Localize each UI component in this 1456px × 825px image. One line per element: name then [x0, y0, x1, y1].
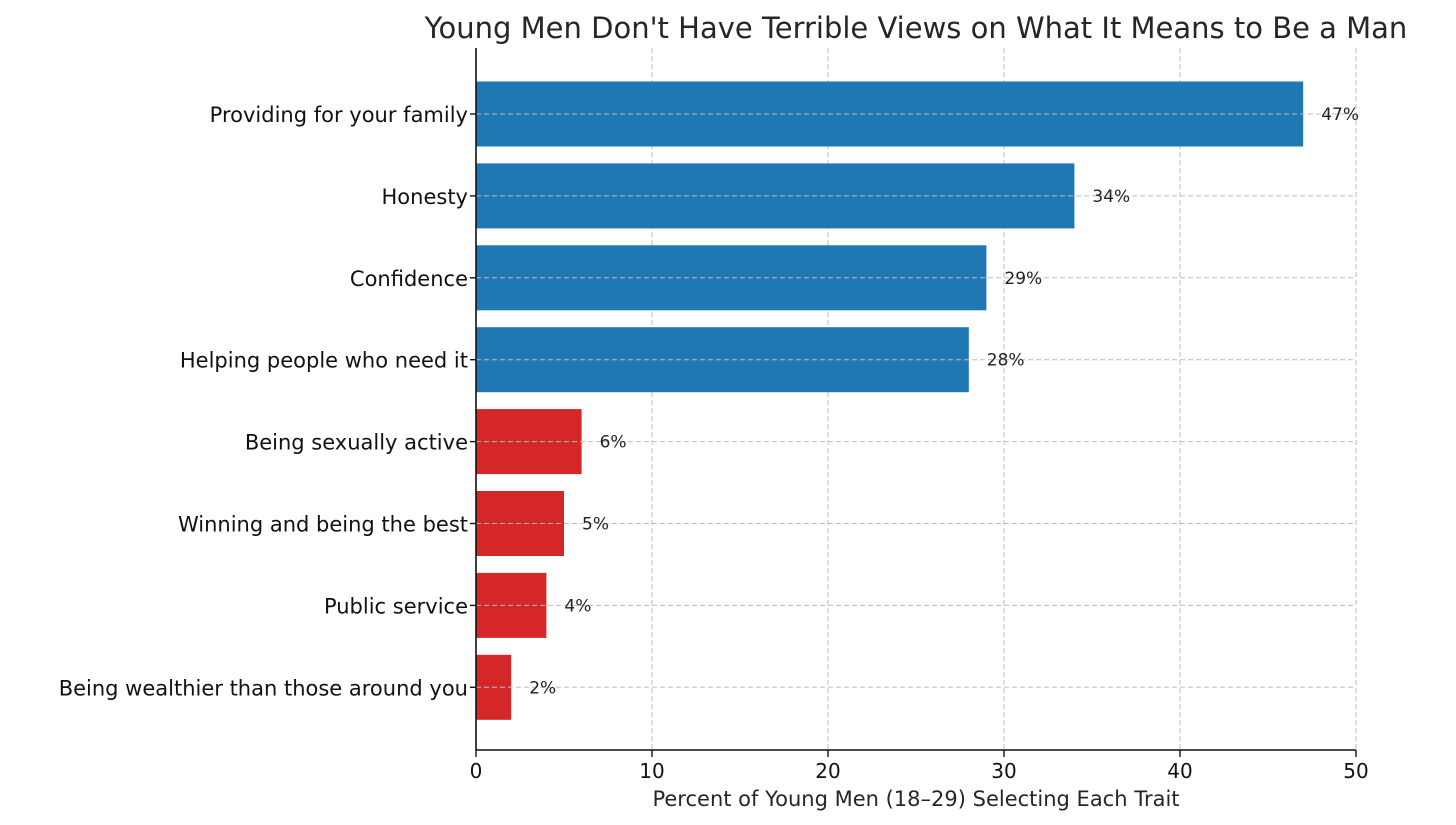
- x-tick-label: 40: [1167, 759, 1192, 783]
- x-tick-label: 50: [1343, 759, 1368, 783]
- category-label: Helping people who need it: [180, 349, 468, 373]
- x-ticks-group: 0 10 20 30 40 50: [470, 750, 1369, 783]
- data-label: 6%: [600, 433, 627, 453]
- category-label: Public service: [324, 594, 468, 618]
- x-tick-label: 30: [991, 759, 1016, 783]
- chart-title: Young Men Don't Have Terrible Views on W…: [424, 11, 1408, 45]
- data-label: 5%: [582, 515, 609, 535]
- data-labels-group: 47% 34% 29% 28% 6% 5% 4% 2%: [529, 105, 1359, 698]
- x-axis-label: Percent of Young Men (18–29) Selecting E…: [652, 787, 1179, 811]
- data-label: 47%: [1321, 105, 1359, 125]
- category-label: Honesty: [382, 185, 468, 209]
- category-label: Being sexually active: [245, 431, 468, 455]
- category-labels-group: Providing for your family Honesty Confiden…: [59, 103, 476, 700]
- data-label: 28%: [987, 351, 1025, 371]
- data-label: 34%: [1092, 187, 1130, 207]
- grid-lines: [475, 48, 1357, 750]
- category-label: Being wealthier than those around you: [59, 676, 468, 700]
- x-tick-label: 10: [639, 759, 664, 783]
- category-label: Winning and being the best: [178, 513, 468, 537]
- axes-group: [475, 48, 1356, 751]
- category-label: Providing for your family: [210, 103, 468, 127]
- data-label: 4%: [564, 596, 591, 616]
- x-tick-label: 20: [815, 759, 840, 783]
- data-label: 2%: [529, 678, 556, 698]
- data-label: 29%: [1004, 269, 1042, 289]
- x-tick-label: 0: [470, 759, 483, 783]
- category-label: Confidence: [350, 267, 468, 291]
- bars-group: [476, 81, 1356, 720]
